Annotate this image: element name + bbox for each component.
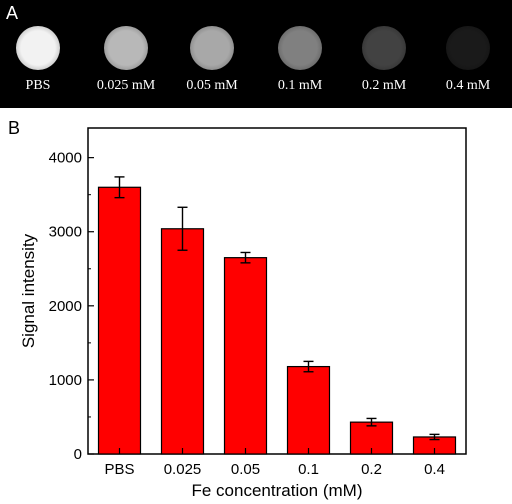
- mri-phantom-image-panel: A PBS 0.025 mM 0.05 mM 0.1 mM 0.2 mM 0.4 mM: [0, 0, 512, 108]
- phantom-circle: [446, 26, 490, 70]
- bar: [223, 257, 268, 455]
- panel-b-label: B: [8, 118, 21, 138]
- phantom-circle: [278, 26, 322, 70]
- phantom-label: PBS: [25, 78, 51, 93]
- y-tick-label: 1000: [49, 372, 82, 389]
- phantom-circle: [104, 26, 148, 70]
- bar: [160, 228, 205, 455]
- x-tick-label: PBS: [104, 461, 134, 478]
- y-tick-label: 4000: [49, 150, 82, 167]
- phantom-label: 0.4 mM: [445, 78, 491, 93]
- phantom-label: 0.025 mM: [96, 78, 156, 93]
- phantom-circle: [190, 26, 234, 70]
- phantom-label: 0.05 mM: [186, 78, 238, 93]
- y-axis-label: Signal intensity: [19, 233, 38, 348]
- x-tick-label: 0.4: [424, 461, 445, 478]
- plot-frame: [87, 127, 467, 455]
- y-tick-label: 3000: [49, 224, 82, 241]
- y-tick-label: 2000: [49, 298, 82, 315]
- x-tick-label: 0.025: [164, 461, 202, 478]
- x-tick-label: 0.2: [361, 461, 382, 478]
- panel-a-label: A: [6, 3, 19, 23]
- y-tick-label: 0: [74, 446, 82, 463]
- phantom-label: 0.1 mM: [277, 78, 323, 93]
- bar: [97, 186, 142, 455]
- x-tick-label: 0.05: [231, 461, 260, 478]
- phantom-circle: [362, 26, 406, 70]
- x-tick-label: 0.1: [298, 461, 319, 478]
- phantom-label: 0.2 mM: [361, 78, 407, 93]
- phantom-circle: [16, 26, 60, 70]
- x-axis-label: Fe concentration (mM): [192, 481, 363, 500]
- bar: [286, 365, 331, 455]
